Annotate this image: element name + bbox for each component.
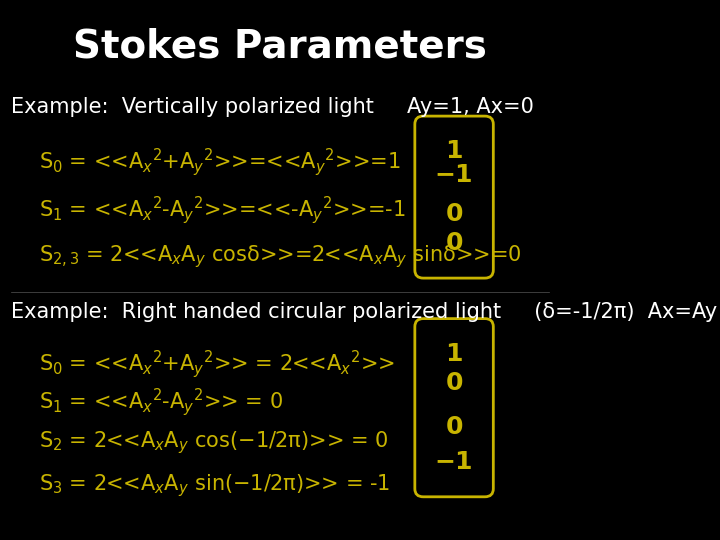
Text: Example:  Right handed circular polarized light     (δ=-1/2π)  Ax=Ay: Example: Right handed circular polarized… xyxy=(12,302,717,322)
Text: S$_{2,3}$ = 2<<A$_x$A$_y$ cosδ>>=2<<A$_x$A$_y$ sinδ>>=0: S$_{2,3}$ = 2<<A$_x$A$_y$ cosδ>>=2<<A$_x… xyxy=(40,243,522,270)
Text: S$_3$ = 2<<A$_x$A$_y$ sin(−1/2π)>> = -1: S$_3$ = 2<<A$_x$A$_y$ sin(−1/2π)>> = -1 xyxy=(40,472,390,500)
Text: 1: 1 xyxy=(446,342,463,366)
Text: 0: 0 xyxy=(446,231,463,255)
Text: Example:  Vertically polarized light     Ay=1, Ax=0: Example: Vertically polarized light Ay=1… xyxy=(12,97,534,117)
Text: S$_2$ = 2<<A$_x$A$_y$ cos(−1/2π)>> = 0: S$_2$ = 2<<A$_x$A$_y$ cos(−1/2π)>> = 0 xyxy=(40,429,389,456)
Text: S$_1$ = <<A$_x$$^2$-A$_y$$^2$>>=<<-A$_y$$^2$>>=-1: S$_1$ = <<A$_x$$^2$-A$_y$$^2$>>=<<-A$_y$… xyxy=(40,194,406,226)
Text: −1: −1 xyxy=(435,163,473,187)
Text: −1: −1 xyxy=(435,450,473,474)
Text: S$_1$ = <<A$_x$$^2$-A$_y$$^2$>> = 0: S$_1$ = <<A$_x$$^2$-A$_y$$^2$>> = 0 xyxy=(40,386,283,418)
Text: 0: 0 xyxy=(446,202,463,226)
Text: S$_0$ = <<A$_x$$^2$+A$_y$$^2$>> = 2<<A$_x$$^2$>>: S$_0$ = <<A$_x$$^2$+A$_y$$^2$>> = 2<<A$_… xyxy=(40,348,395,380)
Text: S$_0$ = <<A$_x$$^2$+A$_y$$^2$>>=<<A$_y$$^2$>>=1: S$_0$ = <<A$_x$$^2$+A$_y$$^2$>>=<<A$_y$$… xyxy=(40,146,400,178)
Text: 0: 0 xyxy=(446,415,463,440)
Text: 0: 0 xyxy=(446,370,463,395)
Text: Stokes Parameters: Stokes Parameters xyxy=(73,27,487,65)
Text: 1: 1 xyxy=(446,139,463,163)
